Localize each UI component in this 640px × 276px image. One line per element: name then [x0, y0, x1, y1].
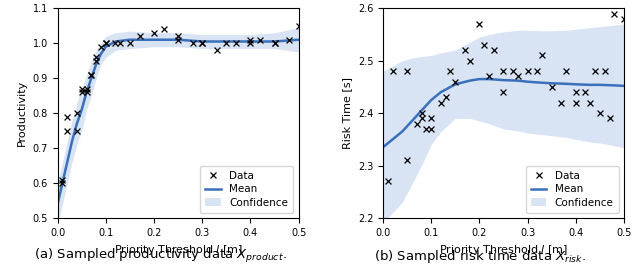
- Point: [212, 48, 222, 52]
- Text: (a) Sampled productivity data $X_{product}$.: (a) Sampled productivity data $X_{produc…: [34, 247, 286, 265]
- Point: [402, 158, 412, 163]
- Point: [269, 41, 280, 46]
- Point: [619, 17, 629, 21]
- Point: [294, 23, 304, 28]
- Point: [173, 38, 183, 42]
- Point: [387, 69, 397, 73]
- Point: [245, 38, 255, 42]
- Point: [149, 31, 159, 35]
- Point: [417, 116, 427, 121]
- Point: [125, 41, 135, 46]
- Point: [556, 100, 566, 105]
- Point: [450, 79, 460, 84]
- Point: [383, 179, 393, 184]
- Point: [284, 38, 294, 42]
- Text: (b) Sampled risk time data $X_{risk}$.: (b) Sampled risk time data $X_{risk}$.: [374, 248, 586, 265]
- Point: [231, 41, 241, 46]
- Point: [62, 128, 72, 133]
- Point: [245, 41, 255, 46]
- Point: [571, 90, 581, 94]
- Point: [484, 74, 494, 79]
- Point: [96, 44, 106, 49]
- Point: [81, 90, 92, 94]
- Point: [508, 69, 518, 73]
- Point: [460, 48, 470, 52]
- Point: [255, 38, 265, 42]
- Point: [474, 22, 484, 26]
- Point: [522, 69, 532, 73]
- Point: [58, 181, 68, 185]
- Point: [595, 111, 605, 115]
- Point: [417, 111, 427, 115]
- Point: [479, 43, 490, 47]
- Point: [81, 86, 92, 91]
- Point: [402, 69, 412, 73]
- Point: [159, 27, 169, 31]
- Point: [110, 41, 120, 46]
- Point: [91, 59, 101, 63]
- Y-axis label: Productivity: Productivity: [17, 80, 27, 146]
- Point: [134, 34, 145, 38]
- Y-axis label: Risk Time [s]: Risk Time [s]: [342, 77, 352, 149]
- Point: [197, 41, 207, 46]
- Point: [426, 127, 436, 131]
- Point: [489, 48, 499, 52]
- Point: [436, 100, 446, 105]
- Point: [571, 100, 581, 105]
- Point: [590, 69, 600, 73]
- Point: [91, 55, 101, 59]
- Point: [77, 90, 87, 94]
- Point: [609, 11, 620, 16]
- Point: [269, 41, 280, 46]
- Point: [115, 41, 125, 46]
- Point: [513, 74, 523, 79]
- Point: [532, 69, 542, 73]
- Point: [188, 41, 198, 46]
- Point: [547, 85, 557, 89]
- Point: [173, 34, 183, 38]
- Legend: Data, Mean, Confidence: Data, Mean, Confidence: [200, 166, 293, 213]
- Point: [100, 41, 111, 46]
- Point: [412, 121, 422, 126]
- Point: [440, 95, 451, 100]
- Point: [421, 127, 431, 131]
- Point: [604, 116, 614, 121]
- X-axis label: Priority Threshold $l$ [m]: Priority Threshold $l$ [m]: [439, 243, 568, 257]
- Point: [499, 69, 509, 73]
- Point: [445, 69, 456, 73]
- Point: [561, 69, 572, 73]
- Point: [580, 90, 591, 94]
- Point: [62, 115, 72, 119]
- Point: [86, 73, 97, 77]
- Point: [221, 41, 232, 46]
- Point: [585, 100, 595, 105]
- Point: [77, 86, 87, 91]
- Point: [537, 53, 547, 58]
- Point: [197, 41, 207, 46]
- Point: [600, 69, 610, 73]
- Point: [499, 90, 509, 94]
- Point: [72, 111, 82, 115]
- Point: [465, 59, 475, 63]
- X-axis label: Priority Threshold $l$ [m]: Priority Threshold $l$ [m]: [113, 243, 243, 257]
- Point: [426, 116, 436, 121]
- Point: [86, 73, 97, 77]
- Point: [72, 128, 82, 133]
- Legend: Data, Mean, Confidence: Data, Mean, Confidence: [525, 166, 619, 213]
- Point: [58, 177, 68, 182]
- Point: [100, 41, 111, 46]
